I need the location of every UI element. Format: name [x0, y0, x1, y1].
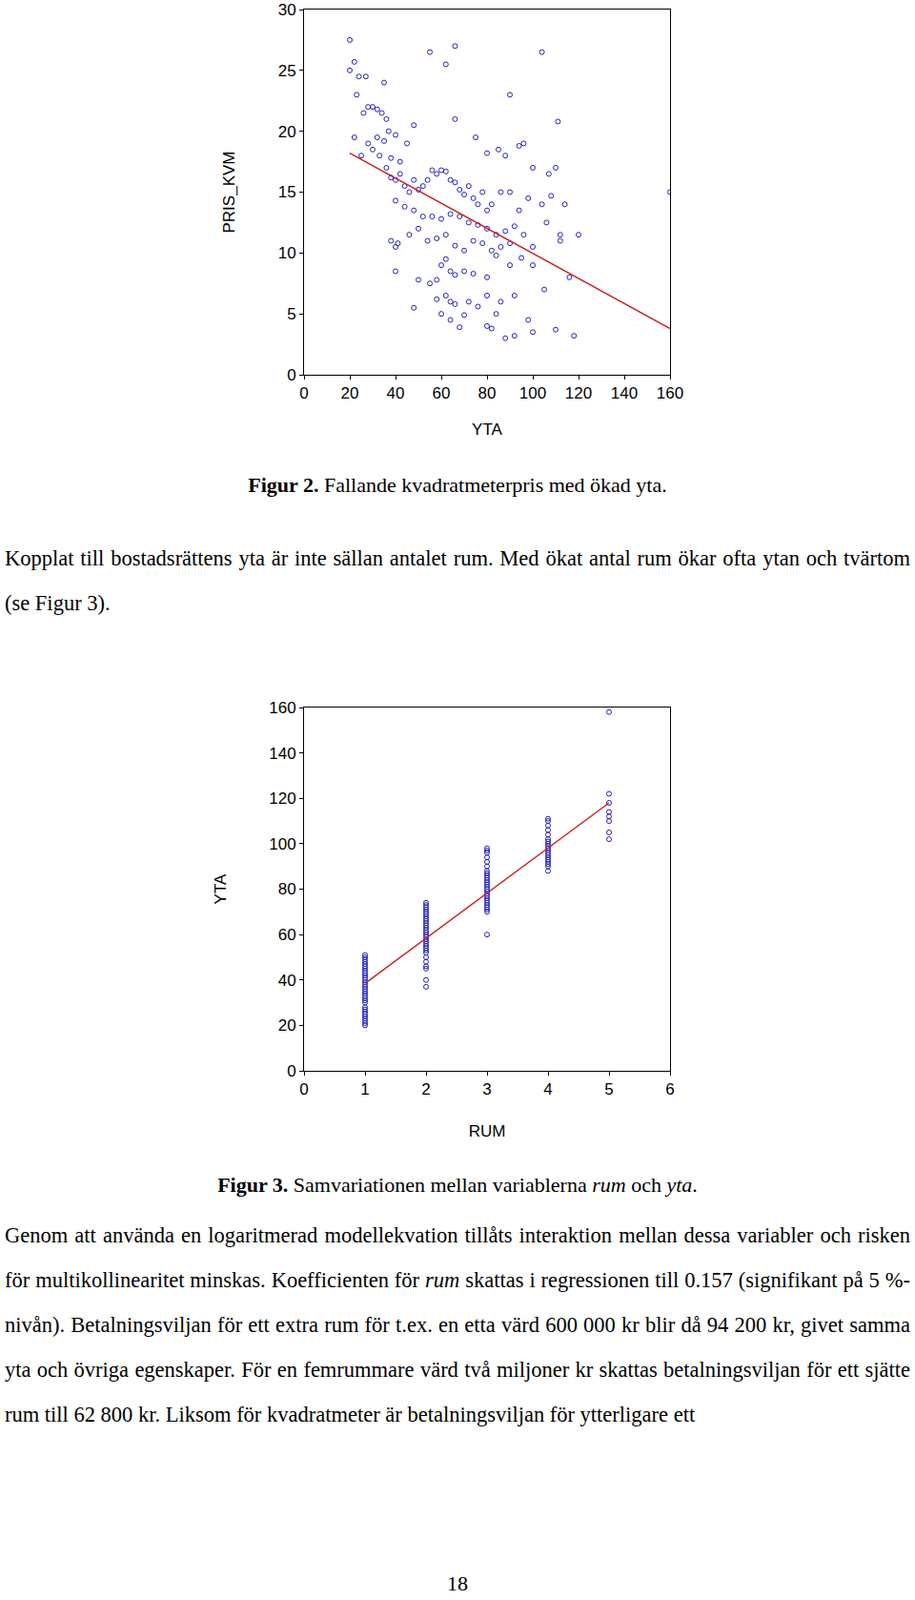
svg-text:10: 10: [278, 244, 297, 263]
svg-text:40: 40: [386, 384, 406, 403]
svg-text:YTA: YTA: [211, 873, 230, 904]
svg-text:0: 0: [299, 384, 308, 403]
svg-text:80: 80: [478, 384, 497, 403]
svg-text:120: 120: [268, 789, 296, 808]
svg-text:0: 0: [286, 1061, 296, 1080]
svg-text:0: 0: [286, 366, 296, 385]
svg-text:160: 160: [268, 698, 296, 717]
svg-text:20: 20: [278, 1016, 297, 1035]
svg-text:5: 5: [286, 305, 296, 324]
html-text:Genom att använda en logaritme: Genom att använda en logaritmerad modell…: [4, 1222, 911, 1426]
svg-text:5: 5: [604, 1079, 613, 1098]
svg-text:40: 40: [278, 971, 297, 990]
html-text:18: 18: [447, 1570, 468, 1595]
svg-text:30: 30: [278, 0, 297, 20]
svg-text:RUM: RUM: [468, 1121, 507, 1140]
html-text:Kopplat till bostadsrättens yt: Kopplat till bostadsrättens yta är inte …: [4, 546, 911, 615]
svg-text:60: 60: [432, 384, 451, 403]
svg-text:2: 2: [421, 1079, 430, 1098]
svg-text:4: 4: [543, 1079, 552, 1098]
svg-text:120: 120: [565, 384, 592, 403]
svg-text:60: 60: [278, 925, 297, 944]
svg-text:25: 25: [278, 61, 297, 81]
svg-text:80: 80: [278, 879, 297, 898]
svg-text:160: 160: [656, 384, 684, 403]
svg-text:100: 100: [268, 834, 296, 854]
svg-text:100: 100: [519, 384, 547, 403]
html-text:Figur 3. Samvariationen mellan: Figur 3. Samvariationen mellan variabler…: [217, 1172, 698, 1197]
svg-text:20: 20: [341, 384, 360, 403]
svg-text:15: 15: [278, 183, 297, 202]
svg-text:20: 20: [278, 122, 297, 142]
html-text:Figur 2. Fallande kvadratmeter: Figur 2. Fallande kvadratmeterpris med ö…: [248, 472, 667, 497]
svg-text:6: 6: [665, 1079, 674, 1098]
svg-text:PRIS_KVM: PRIS_KVM: [220, 151, 239, 234]
svg-text:140: 140: [610, 384, 638, 403]
svg-text:YTA: YTA: [471, 420, 503, 439]
svg-text:140: 140: [268, 744, 296, 763]
svg-text:1: 1: [360, 1079, 369, 1098]
svg-text:0: 0: [299, 1079, 308, 1098]
svg-text:3: 3: [482, 1079, 491, 1098]
